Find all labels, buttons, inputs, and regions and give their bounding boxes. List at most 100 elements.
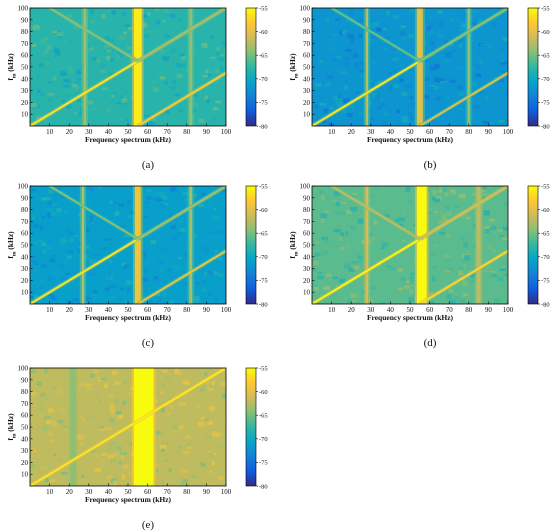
noise-speck (163, 8, 169, 13)
noise-speck (387, 61, 394, 64)
noise-speck (334, 253, 339, 259)
noise-speck (458, 108, 464, 111)
noise-speck (100, 62, 105, 68)
noise-speck (198, 124, 204, 126)
noise-speck (96, 296, 102, 301)
noise-speck (177, 267, 183, 271)
noise-speck (350, 296, 357, 302)
noise-speck (68, 66, 73, 71)
y-tick-label: 80 (21, 388, 29, 396)
noise-speck (350, 225, 356, 230)
noise-speck (121, 263, 125, 266)
noise-speck (314, 124, 321, 126)
colorbar (245, 367, 257, 487)
noise-speck (390, 265, 396, 271)
y-tick-label: 10 (303, 289, 311, 297)
noise-speck (221, 200, 226, 205)
noise-speck (36, 415, 43, 418)
noise-speck (74, 88, 80, 94)
noise-speck (458, 43, 463, 49)
noise-speck (342, 79, 348, 84)
noise-speck (37, 433, 43, 437)
noise-speck (325, 18, 330, 24)
y-tick-label: 100 (18, 365, 29, 373)
noise-speck (204, 271, 210, 277)
colorbar (245, 185, 257, 305)
x-tick-label: 50 (125, 488, 133, 496)
noise-speck (165, 395, 170, 399)
noise-speck (43, 37, 48, 41)
noise-speck (152, 192, 158, 195)
noise-speck (496, 222, 501, 227)
noise-speck (320, 213, 327, 219)
noise-speck (39, 39, 47, 44)
noise-speck (189, 428, 194, 432)
noise-speck (196, 404, 201, 409)
noise-speck (399, 31, 406, 36)
noise-speck (352, 265, 360, 270)
y-tick-label: 70 (21, 40, 29, 48)
noise-speck (130, 210, 135, 215)
y-tick-label: 70 (303, 218, 311, 226)
noise-speck (483, 290, 491, 295)
panel-label: (d) (424, 337, 437, 349)
noise-speck (498, 235, 505, 238)
noise-speck (368, 199, 375, 205)
noise-speck (95, 194, 99, 198)
noise-speck (345, 49, 352, 52)
noise-speck (376, 27, 382, 32)
noise-speck (60, 71, 67, 77)
noise-speck (397, 120, 402, 125)
noise-speck (501, 236, 508, 240)
noise-speck (159, 444, 167, 450)
colorbar-tick-label: -65 (259, 53, 268, 60)
vertical-band (189, 8, 193, 126)
noise-speck (369, 285, 376, 290)
x-tick-label: 50 (407, 306, 415, 314)
noise-speck (40, 392, 46, 397)
noise-speck (475, 64, 479, 70)
noise-speck (39, 124, 45, 126)
noise-speck (155, 277, 159, 282)
y-tick-label: 40 (21, 75, 29, 83)
y-tick-label: 20 (21, 277, 29, 285)
noise-speck (171, 48, 176, 53)
x-tick-label: 10 (46, 306, 54, 314)
noise-speck (107, 454, 114, 460)
noise-speck (67, 300, 73, 304)
noise-speck (76, 398, 81, 402)
noise-speck (322, 250, 329, 255)
noise-speck (444, 125, 450, 126)
noise-speck (31, 215, 36, 220)
noise-speck (146, 188, 151, 192)
noise-speck (477, 90, 485, 94)
ridge-line (137, 8, 226, 62)
noise-speck (502, 226, 508, 231)
noise-speck (470, 81, 477, 86)
noise-speck (199, 387, 206, 392)
noise-speck (350, 266, 356, 270)
noise-speck (109, 284, 117, 288)
noise-speck (491, 22, 497, 27)
noise-speck (197, 422, 205, 427)
noise-speck (454, 302, 460, 304)
y-tick-label: 60 (303, 230, 311, 238)
noise-speck (208, 470, 213, 473)
noise-speck (197, 98, 202, 104)
x-tick-label: 60 (144, 306, 152, 314)
noise-speck (402, 119, 407, 123)
noise-speck (357, 19, 365, 23)
noise-speck (335, 96, 343, 101)
noise-speck (82, 415, 87, 419)
noise-speck (176, 372, 182, 375)
noise-speck (93, 254, 101, 257)
noise-speck (51, 204, 59, 207)
noise-speck (144, 268, 148, 274)
noise-speck (211, 461, 216, 466)
noise-speck (215, 46, 220, 51)
noise-speck (342, 201, 347, 205)
noise-speck (101, 84, 105, 90)
noise-speck (120, 191, 125, 196)
noise-speck (431, 276, 436, 282)
